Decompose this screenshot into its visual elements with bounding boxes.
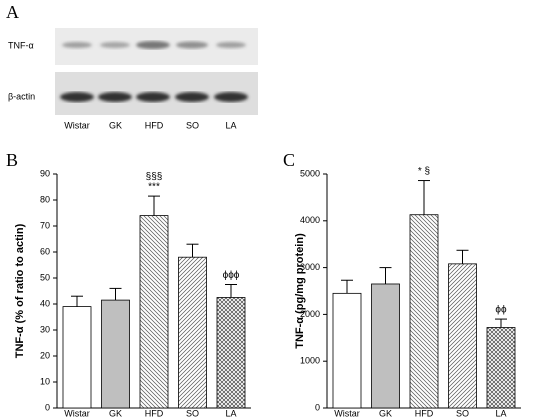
annotation: * §	[418, 166, 430, 177]
bar	[62, 306, 92, 409]
y-axis-label: TNF-α (% of ratio to actin)	[14, 223, 26, 358]
blot-actin	[55, 72, 258, 115]
lane-label: GK	[109, 120, 122, 130]
lane-label: HFD	[145, 120, 164, 130]
y-tick-label: 80	[40, 194, 50, 204]
x-tick-label: HFD	[145, 408, 164, 418]
y-tick-label: 40	[40, 298, 50, 308]
y-tick-label: 1000	[300, 356, 320, 366]
x-tick-label: LA	[495, 408, 506, 418]
y-tick-label: 5000	[300, 168, 320, 178]
x-tick-label: Wistar	[334, 408, 360, 418]
panel-label: B	[6, 150, 18, 170]
bar	[101, 299, 130, 409]
bar	[216, 297, 246, 409]
annotation: §§§	[146, 172, 163, 183]
blot-row-label: TNF-α	[8, 40, 34, 50]
lane-label: SO	[186, 120, 199, 130]
y-tick-label: 4000	[300, 215, 320, 225]
x-tick-label: Wistar	[64, 408, 90, 418]
x-tick-label: GK	[109, 408, 122, 418]
x-tick-label: GK	[379, 408, 392, 418]
y-tick-label: 3000	[300, 262, 320, 272]
y-tick-label: 0	[45, 402, 50, 412]
y-tick-label: 70	[40, 220, 50, 230]
panel-label: C	[283, 150, 295, 170]
lane-label: LA	[225, 120, 236, 130]
y-tick-label: 60	[40, 246, 50, 256]
bar	[332, 292, 362, 409]
x-tick-label: HFD	[415, 408, 434, 418]
y-tick-label: 2000	[300, 309, 320, 319]
y-tick-label: 50	[40, 272, 50, 282]
blot-row-label: β-actin	[8, 91, 35, 101]
x-tick-label: SO	[186, 408, 199, 418]
lane-label: Wistar	[64, 120, 90, 130]
bar	[448, 263, 477, 409]
y-tick-label: 20	[40, 350, 50, 360]
y-axis-label: TNF-α (pg/mg protein)	[294, 233, 306, 349]
bar	[371, 283, 400, 409]
annotation: ϕϕ	[495, 305, 507, 316]
bar	[178, 256, 207, 409]
y-tick-label: 10	[40, 376, 50, 386]
annotation: ϕϕϕ	[223, 270, 240, 281]
blot-tnf	[55, 28, 258, 65]
panel-label: A	[6, 2, 19, 22]
y-tick-label: 0	[315, 402, 320, 412]
annotation: ***	[148, 182, 160, 193]
bar	[139, 215, 169, 409]
bar	[486, 327, 516, 409]
x-tick-label: LA	[225, 408, 236, 418]
y-tick-label: 90	[40, 168, 50, 178]
bar	[409, 214, 439, 409]
y-tick-label: 30	[40, 324, 50, 334]
x-tick-label: SO	[456, 408, 469, 418]
